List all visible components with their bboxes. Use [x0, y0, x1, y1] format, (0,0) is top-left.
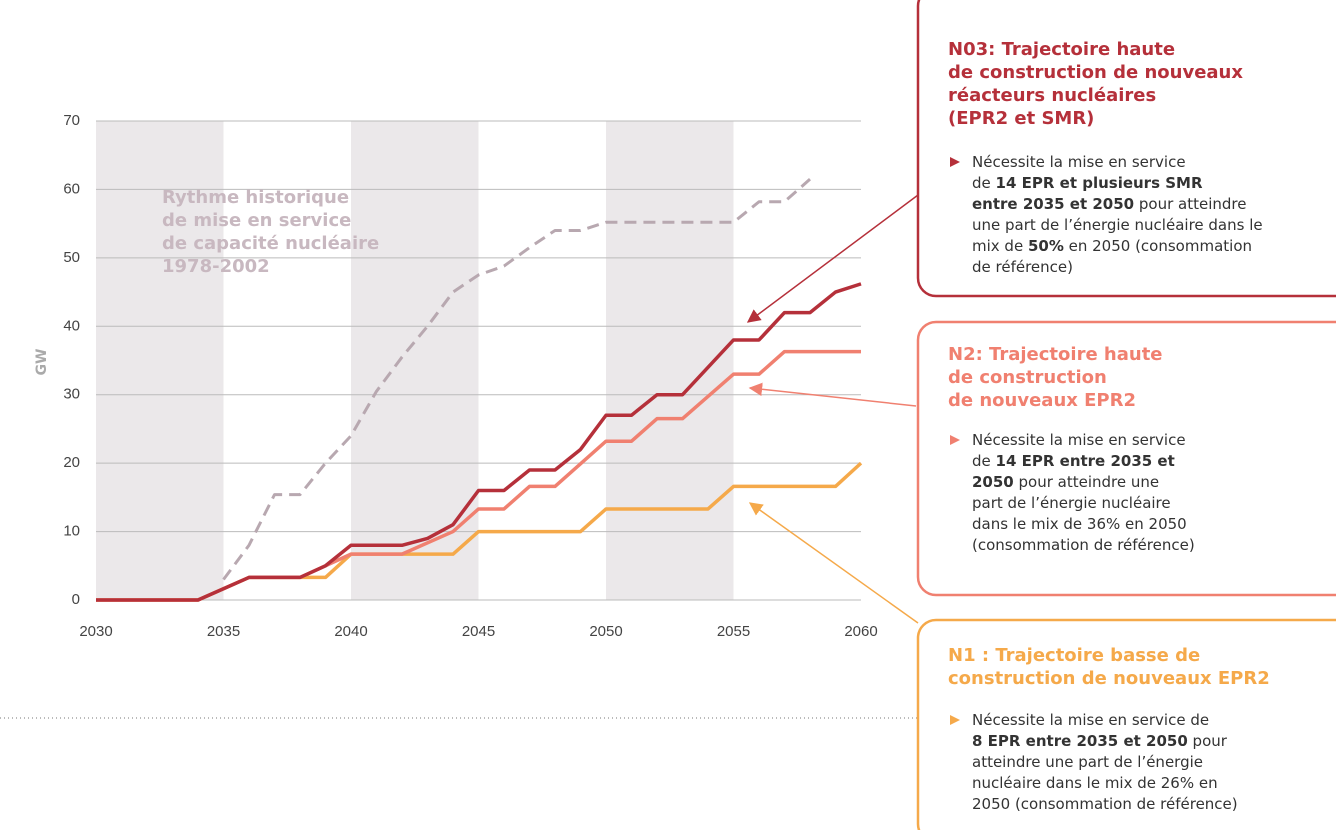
- box-text-run: atteindre une part de l’énergie: [972, 753, 1203, 771]
- bullet: [950, 715, 960, 725]
- box-text-run: mix de: [972, 237, 1028, 255]
- box-title: (EPR2 et SMR): [948, 108, 1094, 129]
- box-text: de 14 EPR et plusieurs SMR: [972, 174, 1203, 192]
- box-text: de référence): [972, 258, 1073, 276]
- y-tick-label: 40: [63, 317, 80, 334]
- arrow: [746, 194, 919, 323]
- box-text-run: 8 EPR entre 2035 et 2050: [972, 732, 1188, 750]
- box-text: Nécessite la mise en service: [972, 431, 1186, 449]
- x-tick-label: 2030: [79, 623, 112, 640]
- box-text-run: 2050 (consommation de référence): [972, 795, 1238, 813]
- x-tick-label: 2060: [844, 623, 877, 640]
- box-title: de construction de nouveaux: [948, 62, 1243, 83]
- x-tick-label: 2035: [207, 623, 240, 640]
- box-text-run: en 2050 (consommation: [1064, 237, 1252, 255]
- box-title: de nouveaux EPR2: [948, 390, 1136, 411]
- box-text: Nécessite la mise en service: [972, 153, 1186, 171]
- annotation-box: [916, 618, 1336, 830]
- box-title: construction de nouveaux EPR2: [948, 668, 1270, 689]
- box-text: dans le mix de 36% en 2050: [972, 515, 1187, 533]
- box-text: de 14 EPR entre 2035 et: [972, 452, 1175, 470]
- box-text: Nécessite la mise en service de: [972, 711, 1209, 729]
- series-line: [222, 178, 811, 581]
- arrow: [748, 502, 919, 624]
- box-text: 2050 (consommation de référence): [972, 795, 1238, 813]
- annotation: de mise en service: [162, 210, 351, 231]
- box-text: 2050 pour atteindre une: [972, 473, 1159, 491]
- box-text: 8 EPR entre 2035 et 2050 pour: [972, 732, 1228, 750]
- series-line: [96, 282, 862, 602]
- band: [96, 121, 224, 600]
- y-tick-label: 60: [63, 180, 80, 197]
- box-title: réacteurs nucléaires: [948, 85, 1156, 106]
- annotation: 1978-2002: [162, 256, 270, 277]
- x-tick-label: 2045: [462, 623, 495, 640]
- box-text: part de l’énergie nucléaire: [972, 494, 1171, 512]
- box-text: atteindre une part de l’énergie: [972, 753, 1203, 771]
- box-text-run: de: [972, 452, 996, 470]
- box-title: N03: Trajectoire haute: [948, 39, 1175, 60]
- box-text-run: (consommation de référence): [972, 536, 1195, 554]
- y-tick-label: 0: [72, 591, 80, 608]
- box-text-run: 14 EPR et plusieurs SMR: [996, 174, 1203, 192]
- box-text-run: 50%: [1028, 237, 1064, 255]
- box-text-run: Nécessite la mise en service: [972, 431, 1186, 449]
- box-text: entre 2035 et 2050 pour atteindre: [972, 195, 1246, 213]
- box-text-run: part de l’énergie nucléaire: [972, 494, 1171, 512]
- box-title: N1 : Trajectoire basse de: [948, 645, 1200, 666]
- x-tick-label: 2055: [717, 623, 750, 640]
- plot: [96, 178, 863, 602]
- box-text-run: pour atteindre une: [1014, 473, 1159, 491]
- box-text-run: entre 2035 et 2050: [972, 195, 1134, 213]
- annotation-box: [916, 0, 1336, 298]
- y-tick-label: 30: [63, 386, 80, 403]
- box-title: de construction: [948, 367, 1107, 388]
- box-text-run: Nécessite la mise en service de: [972, 711, 1209, 729]
- y-tick-label: 70: [63, 112, 80, 129]
- box-text-run: pour: [1188, 732, 1228, 750]
- bullet: [950, 435, 960, 445]
- box-text: une part de l’énergie nucléaire dans le: [972, 216, 1263, 234]
- annotation: de capacité nucléaire: [162, 233, 379, 254]
- annotation-box: [916, 320, 1336, 597]
- arrow: [748, 382, 917, 407]
- annotation: Rythme historique: [162, 187, 349, 208]
- box-text-run: 2050: [972, 473, 1014, 491]
- box-text-run: 14 EPR entre 2035 et: [996, 452, 1175, 470]
- box-text: (consommation de référence): [972, 536, 1195, 554]
- box-text: nucléaire dans le mix de 26% en: [972, 774, 1218, 792]
- box-text-run: dans le mix de 36% en 2050: [972, 515, 1187, 533]
- box-text-run: Nécessite la mise en service: [972, 153, 1186, 171]
- x-tick-label: 2050: [589, 623, 622, 640]
- y-axis-label: GW: [34, 349, 50, 376]
- box-text-run: une part de l’énergie nucléaire dans le: [972, 216, 1263, 234]
- bullet: [950, 157, 960, 167]
- box-text-run: nucléaire dans le mix de 26% en: [972, 774, 1218, 792]
- y-tick-label: 50: [63, 249, 80, 266]
- box-text-run: pour atteindre: [1134, 195, 1246, 213]
- box-text-run: de référence): [972, 258, 1073, 276]
- box-title: N2: Trajectoire haute: [948, 344, 1163, 365]
- box-text-run: de: [972, 174, 996, 192]
- y-tick-label: 20: [63, 454, 80, 471]
- y-tick-label: 10: [63, 523, 80, 540]
- box-text: mix de 50% en 2050 (consommation: [972, 237, 1252, 255]
- x-tick-label: 2040: [334, 623, 367, 640]
